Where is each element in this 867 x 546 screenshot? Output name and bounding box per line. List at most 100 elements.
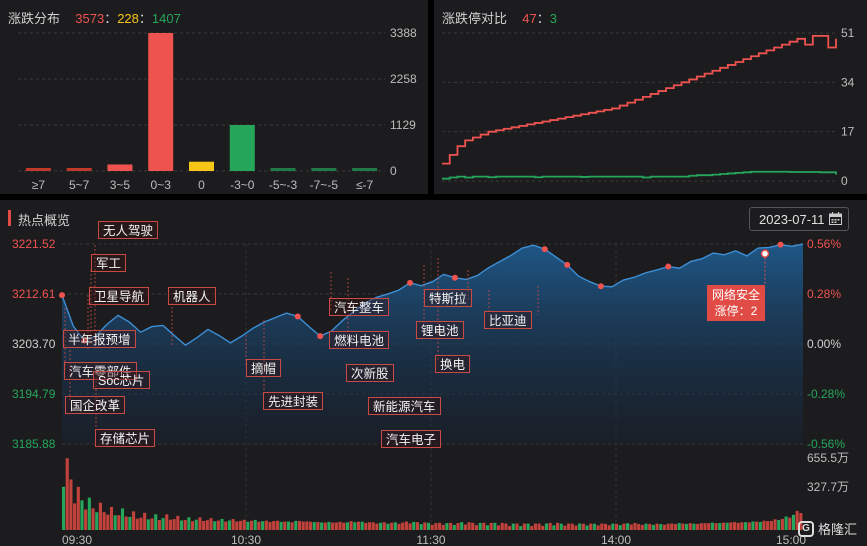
volume-bar (732, 522, 737, 530)
volume-bar (426, 522, 431, 530)
volume-tick: 655.5万 (807, 451, 849, 465)
y-tick-left: 3194.79 (12, 387, 56, 401)
bar (189, 161, 214, 171)
volume-bar (390, 522, 394, 530)
date-picker[interactable]: 2023-07-11 (749, 207, 849, 231)
volume-bar (309, 521, 313, 530)
volume-bar (600, 523, 604, 530)
volume-bar (253, 519, 257, 530)
volume-bar (106, 514, 110, 530)
date-value: 2023-07-11 (759, 212, 825, 227)
volume-bar (718, 523, 722, 530)
volume-bar (614, 523, 619, 530)
hot-topic-tag[interactable]: 存储芯片 (95, 429, 156, 447)
volume-bar (430, 524, 434, 530)
y-tick-label: 34 (841, 75, 855, 89)
volume-bar (124, 516, 128, 530)
volume-bar (264, 520, 268, 530)
x-tick-label: 0~3 (151, 178, 172, 192)
hot-topic-tag[interactable]: 比亚迪 (484, 311, 532, 329)
hot-topic-tag[interactable]: 特斯拉 (424, 289, 472, 307)
bar (66, 168, 92, 171)
volume-bar (62, 486, 66, 530)
callout-name: 网络安全 (711, 288, 760, 302)
y-tick-label: 3388 (390, 26, 417, 40)
volume-bar (261, 521, 265, 530)
hot-topic-tag[interactable]: 无人驾驶 (98, 221, 159, 239)
y-tick-right: 0.56% (807, 237, 841, 251)
volume-bar (408, 523, 412, 530)
limit-down-line (442, 170, 837, 180)
volume-bar (622, 523, 626, 530)
volume-bar (456, 522, 460, 530)
volume-bar (611, 523, 615, 530)
volume-bar (216, 520, 220, 530)
volume-bar (637, 523, 641, 530)
volume-bar (69, 479, 73, 530)
y-tick-label: 51 (841, 26, 855, 40)
hot-topic-tag[interactable]: 卫星导航 (89, 287, 150, 305)
volume-bar (80, 500, 84, 530)
volume-bar (139, 517, 143, 530)
volume-bar (415, 522, 419, 530)
hot-topic-tag[interactable]: 汽车电子 (381, 430, 442, 448)
volume-bar (73, 503, 77, 530)
volume-bar (283, 521, 287, 530)
volume-bar (449, 522, 453, 530)
volume-bar (497, 525, 501, 530)
hot-topic-tag[interactable]: 国企改革 (65, 396, 126, 414)
bar (270, 168, 296, 171)
volume-bar (662, 524, 666, 530)
volume-bar (556, 522, 560, 530)
volume-bar (744, 522, 748, 530)
volume-bar (213, 521, 217, 530)
event-marker (541, 246, 548, 253)
hot-topic-tag[interactable]: 军工 (91, 254, 127, 272)
hot-topic-tag[interactable]: 燃料电池 (329, 331, 390, 349)
bar (229, 125, 255, 171)
sep: ： (104, 11, 118, 26)
hot-topic-tag[interactable]: 摘帽 (246, 359, 282, 377)
volume-bar (559, 523, 563, 530)
y-tick-right: 0.00% (807, 337, 841, 351)
volume-bar (659, 524, 663, 530)
hot-topic-tag[interactable]: Soc芯片 (93, 371, 150, 389)
volume-bar (334, 522, 338, 530)
hot-topic-tag[interactable]: 次新股 (346, 364, 394, 382)
volume-bar (231, 519, 235, 530)
hot-topic-tag[interactable]: 新能源汽车 (368, 397, 441, 415)
hot-topic-tag[interactable]: 机器人 (168, 287, 216, 305)
x-tick-label: 11:30 (416, 533, 445, 546)
calendar-icon (829, 212, 842, 225)
volume-bar (294, 520, 298, 530)
bar (311, 168, 337, 171)
hot-topic-tag[interactable]: 换电 (435, 355, 471, 373)
volume-bar (570, 523, 574, 530)
volume-bar (493, 522, 497, 530)
comparison-chart: 0 17 34 51 (442, 26, 855, 188)
watermark: G 格隆汇 (797, 519, 857, 538)
volume-bar (320, 522, 324, 530)
hot-topic-tag[interactable]: 半年报预增 (63, 330, 136, 348)
volume-bar (685, 523, 689, 530)
hot-topic-tag[interactable]: 汽车整车 (329, 298, 390, 316)
callout-count: 涨停：2 (714, 304, 758, 318)
volume-bar (202, 520, 206, 530)
volume-bar (736, 522, 740, 530)
comparison-title: 涨跌停对比 (442, 11, 508, 26)
volume-bar (102, 512, 106, 530)
volume-bar (578, 523, 582, 530)
hot-topic-tag[interactable]: 锂电池 (416, 321, 464, 339)
bar (25, 168, 51, 171)
volume-bar (297, 520, 302, 530)
volume-bar (176, 515, 180, 530)
volume-bar (596, 525, 600, 530)
hot-topic-tag[interactable]: 先进封装 (263, 392, 324, 410)
volume-bar (648, 524, 652, 530)
volume-bar (755, 521, 759, 530)
volume-bar (194, 519, 198, 530)
volume-bar (729, 522, 733, 530)
volume-bar (766, 521, 770, 530)
x-tick-label: -3~0 (230, 178, 255, 192)
volume-bar (161, 518, 165, 530)
